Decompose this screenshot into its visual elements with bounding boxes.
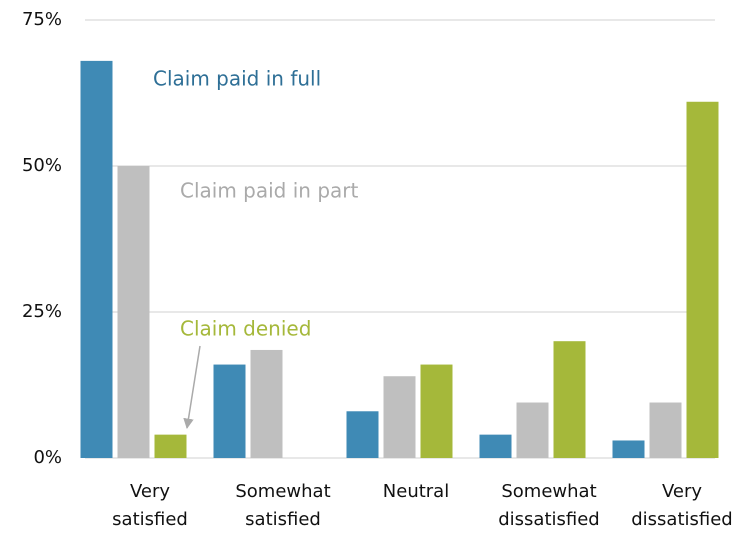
bar: [612, 440, 645, 458]
bar: [553, 341, 586, 458]
series-label: Claim denied: [180, 317, 311, 341]
bar: [479, 434, 512, 458]
bar: [250, 349, 283, 458]
y-tick-label: 50%: [22, 155, 62, 176]
x-tick-label-line: satisfied: [112, 509, 188, 530]
x-tick-label: Neutral: [383, 481, 449, 502]
bar: [686, 101, 719, 458]
y-tick-label: 25%: [22, 301, 62, 322]
x-tick-label-line: satisfied: [245, 509, 321, 530]
bar: [649, 402, 682, 458]
y-tick-label: 0%: [33, 447, 62, 468]
x-tick-label: Very dissatisfied: [631, 481, 733, 530]
y-tick-label: 75%: [22, 9, 62, 30]
x-tick-label: Somewhat satisfied: [235, 481, 330, 530]
bar: [213, 364, 246, 458]
x-tick-label-line: Very: [130, 481, 170, 502]
annotation-arrow: [183, 345, 201, 430]
series-label: Claim paid in full: [153, 67, 321, 91]
x-tick-label: Somewhat dissatisfied: [498, 481, 600, 530]
bar: [516, 402, 549, 458]
bar: [420, 364, 453, 458]
bar: [383, 376, 416, 458]
x-tick-label: Very satisfied: [112, 481, 188, 530]
x-tick-label-line: Somewhat: [235, 481, 330, 502]
bar: [346, 411, 379, 458]
x-tick-label-line: dissatisfied: [631, 509, 733, 530]
x-tick-label-line: Very: [662, 481, 702, 502]
series-label: Claim paid in part: [180, 179, 358, 203]
bar: [117, 166, 150, 458]
x-tick-label-line: dissatisfied: [498, 509, 600, 530]
x-tick-label-line: Somewhat: [501, 481, 596, 502]
bar: [154, 434, 187, 458]
bar: [80, 60, 113, 458]
